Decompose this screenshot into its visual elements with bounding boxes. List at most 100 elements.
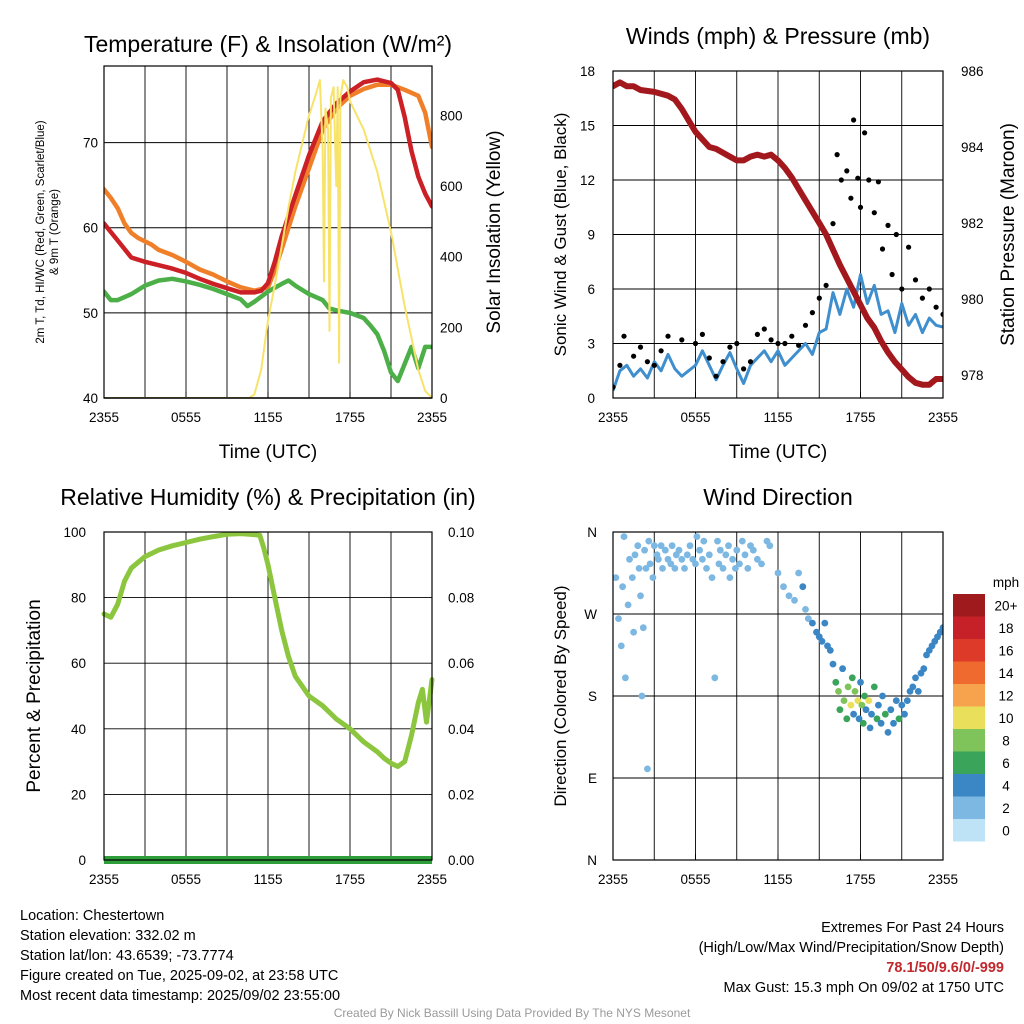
legend-title: mph — [993, 575, 1019, 590]
x-tick-label: 1155 — [763, 872, 792, 887]
panel-1-border — [103, 65, 433, 399]
direction-point — [634, 542, 642, 550]
gust-point — [933, 304, 939, 310]
direction-point — [639, 624, 647, 632]
legend-swatch — [953, 751, 985, 774]
gust-point — [613, 384, 616, 390]
direction-point — [892, 697, 900, 704]
x-tick-label: 2355 — [417, 872, 447, 887]
direction-point — [681, 565, 688, 572]
gust-point — [658, 348, 664, 354]
direction-point — [832, 678, 840, 686]
direction-point — [840, 697, 848, 704]
gust-point — [906, 244, 912, 250]
y-tick-label: 40 — [71, 722, 86, 737]
credit-line: Created By Nick Bassill Using Data Provi… — [333, 1006, 691, 1020]
y2-tick-label: 800 — [440, 108, 463, 123]
panel-4: 2355 0555 1155 1755 2355 Wind Direction N E S W N D… — [551, 484, 1019, 887]
y2-tick-label: 0.10 — [448, 525, 474, 540]
direction-point — [804, 615, 812, 622]
gust-point — [834, 152, 840, 158]
gust-point — [637, 344, 644, 350]
x-tick-label: 1155 — [253, 410, 282, 425]
x-tick-label: 1755 — [335, 872, 365, 887]
gust-point — [631, 353, 637, 359]
panel-4-title: Wind Direction — [703, 484, 853, 510]
x-tick-label: 1155 — [253, 872, 282, 887]
direction-point — [851, 688, 859, 695]
gust-point — [761, 326, 767, 332]
direction-point — [861, 692, 868, 700]
direction-point — [862, 706, 870, 714]
y-tick-label: 18 — [580, 64, 595, 79]
gust-point — [741, 366, 747, 372]
legend-label: 8 — [1002, 733, 1010, 748]
gust-point — [665, 333, 671, 339]
direction-point — [881, 710, 889, 718]
panel-2: 2355 0555 1155 1755 2355 Winds (mph) & Pressu… — [551, 23, 1019, 463]
y-axis-label: Percent & Precipitation — [24, 599, 45, 792]
x-tick-label: 2355 — [89, 410, 119, 425]
gust-point — [862, 130, 868, 136]
y-tick-label: 9 — [587, 228, 595, 243]
direction-point — [847, 701, 855, 709]
legend-swatch — [953, 594, 985, 617]
direction-point — [716, 546, 724, 554]
y2-tick-label: 400 — [440, 250, 463, 265]
gust-point — [713, 373, 719, 379]
legend-swatch — [953, 684, 985, 707]
gust-point — [875, 179, 882, 185]
direction-point — [865, 697, 873, 704]
gust-point — [871, 210, 877, 216]
gust-point — [830, 221, 836, 227]
x-tick-label: 2355 — [598, 872, 628, 887]
direction-point — [835, 688, 842, 695]
y2-tick-label: 0 — [440, 391, 448, 406]
direction-point — [725, 542, 732, 550]
gust-point — [851, 117, 857, 123]
direction-point — [836, 706, 844, 714]
x-tick-label: 1755 — [845, 872, 875, 887]
direction-point — [873, 715, 881, 723]
direction-point — [890, 719, 897, 727]
gust-point — [816, 295, 822, 301]
x-tick-label: 2355 — [598, 410, 628, 425]
direction-point — [703, 565, 710, 572]
direction-point — [692, 560, 699, 568]
direction-point — [749, 546, 757, 554]
direction-point — [631, 551, 639, 559]
station-latlon: Station lat/lon: 43.6539; -73.7774 — [20, 948, 234, 964]
gust-point — [855, 175, 861, 181]
y-tick-label: E — [588, 771, 597, 786]
direction-point — [809, 619, 816, 627]
gust-point — [692, 340, 699, 347]
y-tick-label: 0 — [78, 853, 86, 868]
direction-point — [644, 765, 651, 773]
direction-point — [617, 642, 625, 650]
direction-point — [901, 710, 908, 718]
direction-point — [736, 560, 743, 568]
direction-point — [879, 692, 886, 700]
direction-point — [714, 537, 721, 545]
direction-point — [741, 551, 749, 559]
y2-tick-label: 982 — [961, 216, 984, 231]
direction-point — [733, 546, 741, 554]
direction-point — [637, 592, 644, 600]
gust-point — [747, 359, 754, 365]
gust-point — [926, 286, 932, 292]
legend-swatch — [953, 729, 985, 752]
gust-point — [940, 311, 943, 317]
direction-point — [826, 647, 834, 654]
direction-point — [678, 555, 686, 563]
series-line — [104, 77, 432, 295]
y-tick-label: 60 — [83, 221, 98, 236]
y2-tick-label: 200 — [440, 320, 463, 335]
direction-point — [642, 565, 650, 572]
legend-label: 12 — [998, 688, 1013, 703]
y-axis-label: Direction (Colored By Speed) — [551, 585, 570, 806]
panel-4-grid — [612, 531, 944, 861]
y2-tick-label: 0.08 — [448, 591, 474, 606]
x-tick-label: 0555 — [680, 410, 710, 425]
legend-label: 6 — [1002, 756, 1010, 771]
